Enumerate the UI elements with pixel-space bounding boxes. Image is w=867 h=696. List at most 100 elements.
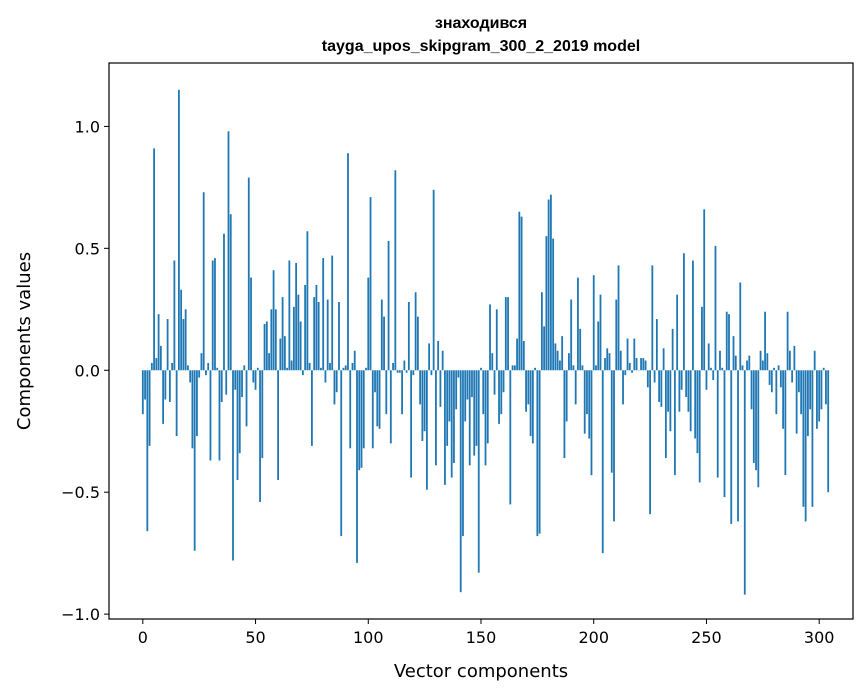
x-axis-label: Vector components xyxy=(394,661,568,682)
bar xyxy=(716,370,719,478)
bar xyxy=(644,360,647,371)
bar xyxy=(473,370,476,456)
bar xyxy=(403,360,406,371)
bar xyxy=(358,370,361,471)
bar xyxy=(495,309,498,371)
bar xyxy=(376,370,379,427)
bar xyxy=(563,370,566,459)
bar xyxy=(601,370,604,554)
bar xyxy=(347,153,349,371)
bar xyxy=(734,355,737,371)
bar xyxy=(538,370,541,534)
bar xyxy=(559,360,561,371)
bar xyxy=(703,209,706,371)
bar xyxy=(369,197,372,371)
bar xyxy=(448,370,451,422)
bar xyxy=(795,370,798,434)
bar xyxy=(642,358,645,371)
y-tick-label: −0.5 xyxy=(61,483,100,502)
bar xyxy=(743,370,746,595)
bar xyxy=(572,365,575,371)
bar xyxy=(299,321,302,371)
bar xyxy=(757,370,760,488)
bar xyxy=(574,370,577,405)
bar xyxy=(306,231,309,371)
bar xyxy=(250,277,252,371)
bar xyxy=(362,370,365,449)
bar xyxy=(162,370,165,424)
bar xyxy=(568,353,570,371)
bar xyxy=(773,367,775,371)
bar xyxy=(265,321,268,371)
bar xyxy=(529,370,532,437)
bar xyxy=(322,258,325,371)
bar xyxy=(229,214,232,371)
bar xyxy=(547,199,550,371)
bar xyxy=(671,328,674,371)
bar xyxy=(144,370,146,400)
bar xyxy=(272,270,275,371)
bar xyxy=(827,370,830,493)
bar xyxy=(455,370,458,410)
y-tick-label: 1.0 xyxy=(75,117,100,136)
bar xyxy=(712,370,715,381)
bar xyxy=(516,338,518,371)
bar xyxy=(412,370,415,376)
bar xyxy=(520,216,523,371)
bar xyxy=(807,370,809,437)
bar xyxy=(313,297,316,371)
bar xyxy=(660,370,663,407)
plot-frame xyxy=(108,62,854,620)
bar xyxy=(518,211,521,371)
bar xyxy=(173,260,176,371)
bar xyxy=(423,370,426,432)
bar xyxy=(619,350,622,371)
bar xyxy=(741,365,744,371)
bar xyxy=(196,370,198,437)
bar xyxy=(177,89,180,371)
bar xyxy=(349,370,352,449)
bar xyxy=(437,341,440,371)
bar xyxy=(536,370,539,537)
bar xyxy=(649,370,651,515)
bar xyxy=(209,370,212,461)
bar xyxy=(238,370,241,454)
bar xyxy=(662,348,665,371)
bar xyxy=(561,336,564,371)
bar xyxy=(184,309,187,371)
bar xyxy=(360,370,363,468)
bar xyxy=(732,336,735,371)
bar xyxy=(484,370,487,466)
bar xyxy=(256,367,259,371)
bar xyxy=(378,370,381,429)
bar xyxy=(407,301,410,371)
x-tick-label: 250 xyxy=(691,628,722,647)
bar xyxy=(410,370,413,478)
bar xyxy=(680,370,683,390)
bar xyxy=(317,301,320,371)
bar xyxy=(263,323,266,371)
bar xyxy=(710,367,712,371)
bar xyxy=(304,284,307,371)
bar xyxy=(193,370,196,551)
bar xyxy=(701,306,703,371)
bar xyxy=(804,370,807,522)
bar xyxy=(405,370,408,373)
bar xyxy=(565,370,568,422)
chart-title-line1: знаходився xyxy=(435,15,527,32)
bar xyxy=(261,370,264,459)
bar xyxy=(374,370,376,393)
x-tick-label: 0 xyxy=(138,628,148,647)
bar xyxy=(527,370,530,405)
bar xyxy=(592,275,595,371)
bar xyxy=(153,148,155,371)
bar xyxy=(247,177,250,371)
bar xyxy=(797,370,800,393)
bar xyxy=(471,370,473,398)
bar xyxy=(788,350,791,371)
bar xyxy=(723,370,726,498)
bar xyxy=(651,265,654,371)
bar xyxy=(768,370,771,385)
bar xyxy=(725,311,728,371)
bar xyxy=(628,362,631,371)
